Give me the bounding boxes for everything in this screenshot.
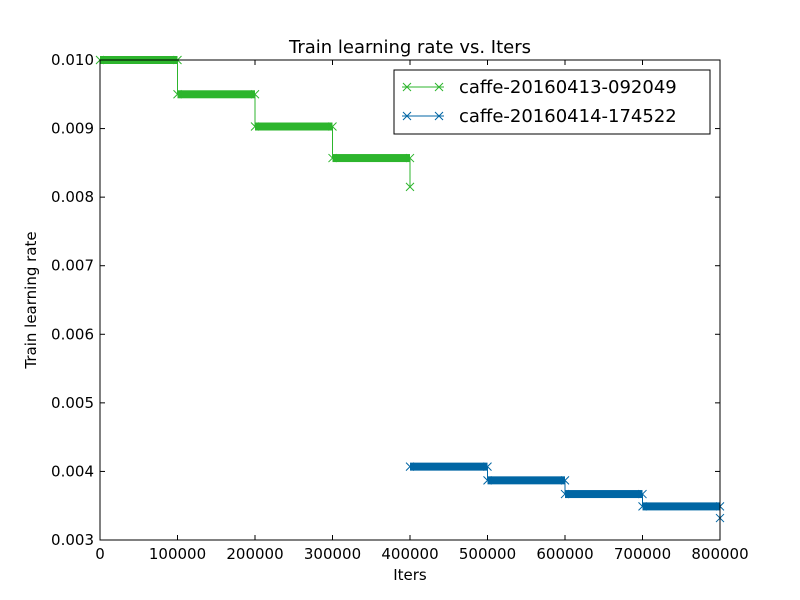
x-tick-label: 500000: [459, 545, 516, 563]
legend-marker-start: [402, 82, 412, 92]
y-tick-label: 0.004: [51, 462, 94, 480]
step-marker-start: [250, 122, 260, 131]
x-tick-label: 300000: [304, 545, 361, 563]
labels-layer: 0 100000 200000 300000 400000 500000 600000 700…: [51, 51, 749, 563]
legend-marker-end: [434, 82, 444, 92]
step-band-2: [177, 90, 255, 99]
step-marker-end: [405, 153, 415, 163]
y-tick-label: 0.010: [51, 51, 94, 69]
step-band-4: [332, 154, 410, 163]
step-marker-start: [328, 153, 337, 163]
step-marker-start: [405, 462, 415, 471]
legend-marker-end: [434, 111, 444, 121]
x-tick-label: 0: [95, 545, 105, 563]
series-2: [405, 462, 725, 523]
step-marker-end: [483, 462, 492, 471]
step-marker-start: [173, 89, 182, 99]
x-tick-label: 100000: [149, 545, 206, 563]
step-marker-end: [638, 489, 647, 499]
step-marker-end: [560, 475, 570, 485]
step-band-3: [565, 490, 643, 499]
x-tick-label: 400000: [381, 545, 438, 563]
legend: caffe-20160413-092049 caffe-20160414-1745…: [393, 69, 711, 135]
series-layer: [95, 55, 725, 523]
chart-title: Train learning rate vs. Iters: [288, 37, 531, 58]
x-axis-title: Iters: [393, 566, 427, 584]
step-marker-end: [328, 122, 337, 131]
y-tick-label: 0.007: [51, 257, 94, 275]
plot-frame: [99, 59, 721, 541]
legend-entry: caffe-20160413-092049: [459, 77, 677, 98]
step-marker-end: [250, 89, 260, 99]
y-tick-label: 0.003: [51, 531, 94, 549]
x-tick-label: 200000: [226, 545, 283, 563]
legend-entry: caffe-20160414-174522: [459, 106, 677, 127]
y-tick-label: 0.009: [51, 120, 94, 138]
step-band-1: [410, 462, 488, 471]
y-axis-title: Train learning rate: [22, 231, 40, 369]
x-tick-label: 600000: [536, 545, 593, 563]
y-tick-label: 0.008: [51, 188, 94, 206]
step-marker-start: [560, 489, 570, 499]
legend-marker-start: [402, 111, 412, 121]
step-marker-start: [483, 475, 492, 485]
y-tick-label: 0.005: [51, 394, 94, 412]
x-tick-label: 700000: [614, 545, 671, 563]
step-band-4: [642, 502, 720, 511]
end-point-marker: [405, 182, 415, 192]
x-tick-label: 800000: [691, 545, 748, 563]
step-band-2: [487, 476, 565, 485]
step-band-3: [255, 122, 333, 131]
step-marker-start: [638, 502, 647, 511]
y-tick-label: 0.006: [51, 325, 94, 343]
series-1: [95, 55, 415, 192]
legend-box: [393, 69, 711, 135]
